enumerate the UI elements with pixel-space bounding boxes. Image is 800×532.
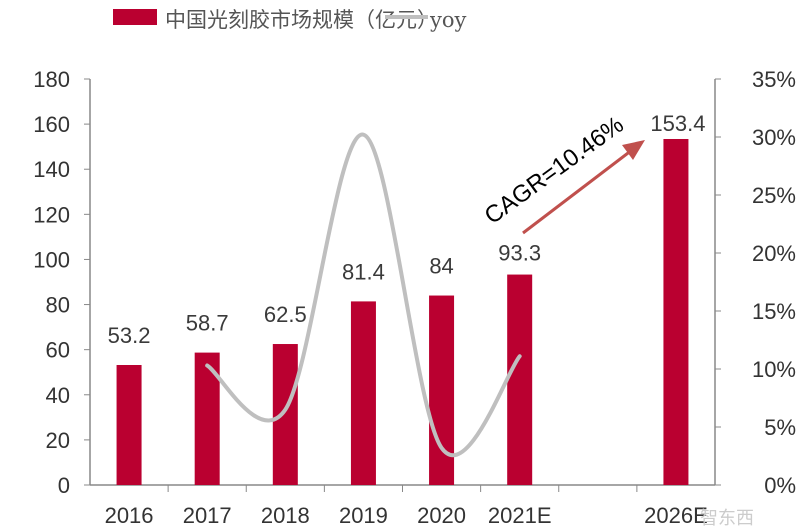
legend-bar-label: 中国光刻胶市场规模（亿元） xyxy=(165,8,438,32)
right-tick-label: 15% xyxy=(752,299,796,324)
right-tick-label: 30% xyxy=(752,125,796,150)
x-tick-label: 2020 xyxy=(417,503,466,528)
left-tick-label: 180 xyxy=(33,67,70,92)
bar xyxy=(272,344,298,485)
yoy-line-path xyxy=(205,132,522,458)
watermark: 智东西 xyxy=(700,508,754,529)
left-tick-label: 120 xyxy=(33,202,70,227)
left-tick-label: 160 xyxy=(33,112,70,137)
left-tick-label: 60 xyxy=(46,338,70,363)
left-tick-label: 0 xyxy=(58,473,70,498)
cagr-arrowhead-icon xyxy=(622,140,645,160)
x-tick-label: 2019 xyxy=(339,503,388,528)
legend: 中国光刻胶市场规模（亿元） yoy xyxy=(113,8,467,32)
data-label: 58.7 xyxy=(186,311,229,336)
legend-bar-swatch xyxy=(113,9,157,25)
legend-line-label: yoy xyxy=(429,8,467,32)
data-labels: 53.2 58.7 62.5 81.4 84 93.3 153.4 xyxy=(108,111,706,348)
data-label: 81.4 xyxy=(342,259,385,284)
left-tick-label: 40 xyxy=(46,383,70,408)
x-tick-label: 2018 xyxy=(261,503,310,528)
x-tick-label: 2016 xyxy=(105,503,154,528)
data-label: 93.3 xyxy=(498,241,541,266)
data-label: 153.4 xyxy=(650,111,705,136)
yoy-line xyxy=(205,132,522,458)
bar xyxy=(507,274,533,485)
cagr-arrow xyxy=(522,148,633,235)
bars xyxy=(116,138,689,485)
left-tick-label: 80 xyxy=(46,293,70,318)
bar xyxy=(350,301,376,485)
right-tick-label: 20% xyxy=(752,241,796,266)
bar xyxy=(116,365,142,485)
x-tick-label: 2021E xyxy=(488,503,552,528)
right-tick-label: 0% xyxy=(764,473,796,498)
data-label: 84 xyxy=(429,254,453,279)
left-tick-label: 140 xyxy=(33,157,70,182)
right-tick-label: 25% xyxy=(752,183,796,208)
bar xyxy=(663,138,689,485)
cagr-annotation: CAGR=10.46% xyxy=(480,111,645,235)
x-tick-label: 2026E xyxy=(644,503,708,528)
left-tick-label: 20 xyxy=(46,428,70,453)
right-tick-label: 35% xyxy=(752,67,796,92)
data-label: 62.5 xyxy=(264,302,307,327)
left-tick-label: 100 xyxy=(33,247,70,272)
x-tick-label: 2017 xyxy=(183,503,232,528)
right-tick-label: 10% xyxy=(752,357,796,382)
right-tick-label: 5% xyxy=(764,415,796,440)
axes: 0 20 40 60 80 100 120 140 160 180 0% 5% 10% 15% 20% 25%… xyxy=(33,67,796,528)
data-label: 53.2 xyxy=(108,323,151,348)
